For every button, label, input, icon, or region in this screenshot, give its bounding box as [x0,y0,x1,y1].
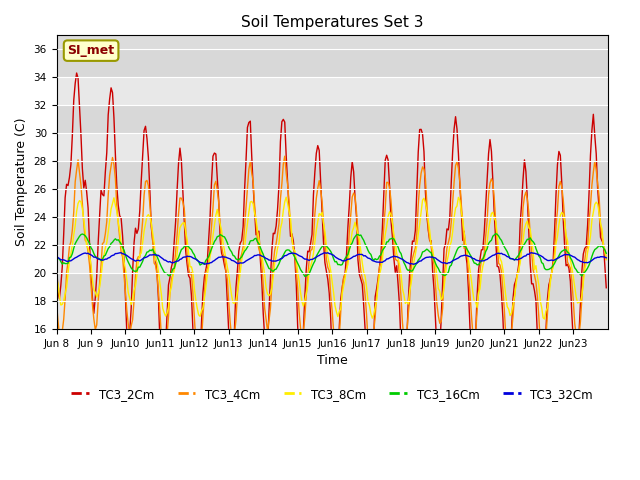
Bar [56,161,607,189]
Bar [56,105,607,133]
Bar [56,273,607,301]
Bar [56,77,607,105]
Y-axis label: Soil Temperature (C): Soil Temperature (C) [15,118,28,246]
Bar [56,189,607,217]
Bar [56,133,607,161]
Bar [56,49,607,77]
Bar [56,301,607,329]
Bar [56,217,607,245]
Legend: TC3_2Cm, TC3_4Cm, TC3_8Cm, TC3_16Cm, TC3_32Cm: TC3_2Cm, TC3_4Cm, TC3_8Cm, TC3_16Cm, TC3… [67,383,597,405]
Bar [56,245,607,273]
Title: Soil Temperatures Set 3: Soil Temperatures Set 3 [241,15,423,30]
Text: SI_met: SI_met [68,44,115,57]
X-axis label: Time: Time [317,354,348,367]
